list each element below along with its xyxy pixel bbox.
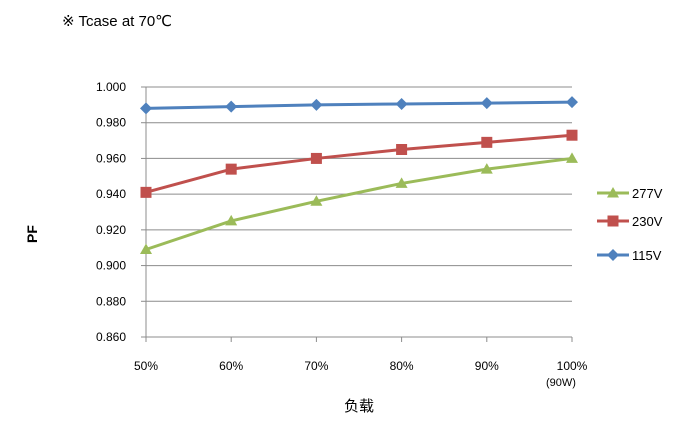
data-point-115V: [140, 102, 152, 115]
data-point-115V: [310, 98, 323, 111]
series-line-115V: [145, 100, 573, 110]
data-point-277V: [566, 152, 578, 163]
legend: 277V 230V 115V: [597, 186, 663, 263]
y-tick-label: 0.880: [96, 294, 126, 308]
series-line-230V: [145, 133, 573, 194]
x-tick-label: 70%: [304, 359, 328, 373]
legend-label: 277V: [632, 186, 663, 201]
data-point-277V: [480, 163, 493, 174]
legend-item-230V: 230V: [597, 214, 663, 229]
data-point-230V: [481, 136, 493, 148]
data-point-115V: [395, 97, 408, 110]
x-tick-label: 50%: [134, 359, 158, 373]
x-tick-label: 80%: [390, 359, 414, 373]
y-tick-label: 0.980: [96, 116, 126, 130]
data-point-230V: [396, 144, 408, 155]
data-point-115V: [566, 96, 578, 109]
data-point-230V: [140, 186, 152, 198]
data-point-230V: [566, 129, 578, 141]
data-point-277V: [310, 195, 323, 206]
y-tick-label: 0.940: [96, 187, 126, 201]
legend-marker: [607, 215, 619, 227]
data-point-230V: [310, 152, 322, 164]
gridlines: [146, 86, 572, 302]
legend-item-115V: 115V: [597, 248, 662, 263]
series-lines: [140, 96, 578, 254]
data-point-115V: [480, 97, 493, 110]
x-tick-label: 90%: [475, 359, 499, 373]
legend-item-277V: 277V: [597, 186, 663, 201]
data-point-277V: [395, 177, 408, 188]
data-point-277V: [225, 214, 238, 226]
y-tick-label: 1.000: [96, 80, 126, 94]
x-tick-label: 100%: [557, 359, 588, 373]
data-point-277V: [140, 243, 152, 254]
axes: [141, 86, 573, 342]
x-tick-label: 60%: [219, 359, 243, 373]
data-point-230V: [225, 163, 237, 175]
series-277V: [140, 152, 578, 254]
y-tick-label: 0.900: [96, 259, 126, 273]
chart-title: ※ Tcase at 70℃: [62, 13, 172, 30]
legend-label: 230V: [632, 214, 663, 229]
series-230V: [140, 129, 578, 198]
x-axis-label: 负载: [344, 398, 374, 415]
y-tick-label: 0.960: [96, 151, 126, 165]
x-axis-note: (90W): [546, 377, 576, 389]
series-line-277V: [145, 156, 573, 251]
x-tick-labels: 50% 60% 70% 80% 90% 100%: [134, 359, 588, 373]
y-tick-label: 0.860: [96, 330, 126, 344]
legend-label: 115V: [632, 248, 662, 263]
legend-marker: [607, 187, 619, 198]
y-tick-labels: 0.860 0.880 0.900 0.920 0.940 0.960 0.980 1.000: [96, 80, 126, 344]
data-point-115V: [225, 100, 238, 113]
y-tick-label: 0.920: [96, 223, 126, 237]
legend-marker: [607, 249, 619, 261]
y-axis-label: PF: [24, 225, 40, 243]
series-115V: [140, 96, 578, 115]
